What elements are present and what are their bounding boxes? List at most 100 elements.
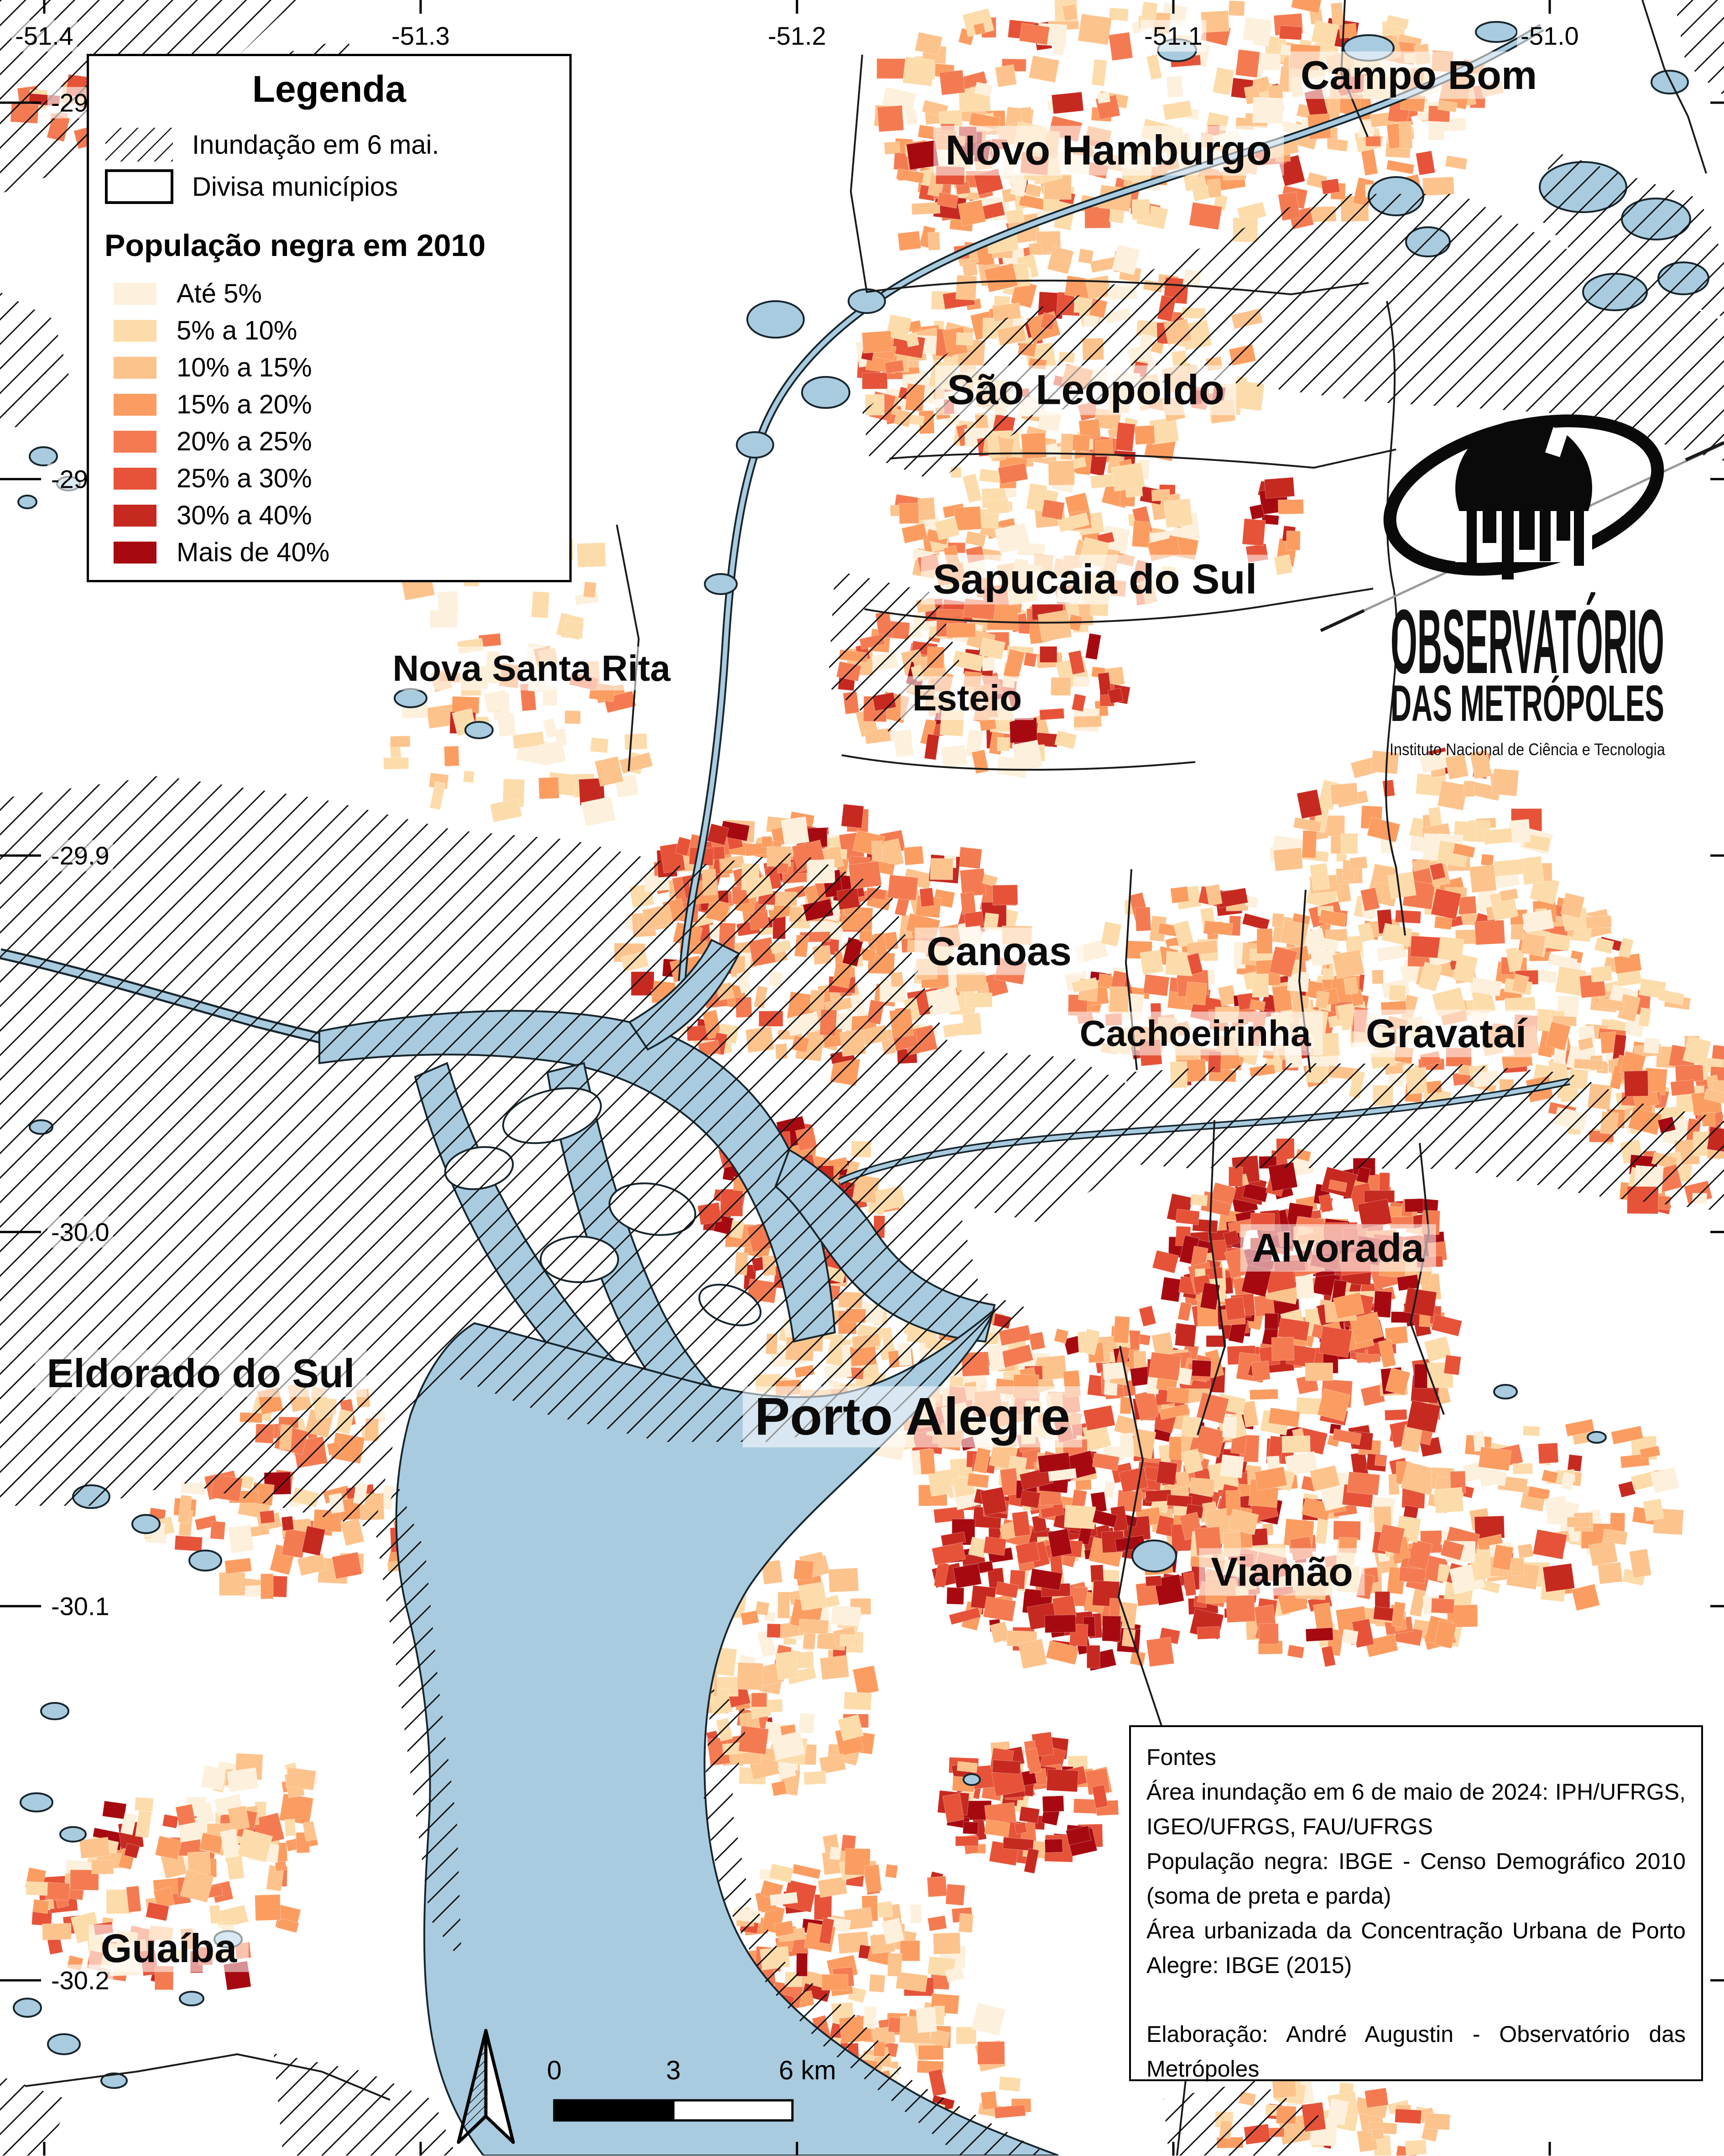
census-tract (941, 744, 968, 768)
legend-class-swatch (114, 430, 156, 453)
census-tract (1387, 871, 1417, 899)
census-tract (914, 31, 943, 56)
city-label-sao-leopoldo: São Leopoldo (935, 365, 1237, 415)
city-label-canoas: Canoas (915, 927, 1083, 976)
census-tract (1251, 973, 1269, 997)
legend-class-list: Até 5% 5% a 10% 10% a 15% 15% a 20% 20% a 25… (104, 275, 554, 571)
census-tract (1437, 936, 1464, 962)
census-tract (1545, 1021, 1571, 1051)
census-tract (1014, 1822, 1027, 1835)
census-tract (1522, 1425, 1540, 1436)
census-tract (1235, 49, 1260, 78)
census-tract (209, 1905, 222, 1924)
census-tract (1175, 1209, 1200, 1226)
census-tract (896, 168, 925, 184)
sources-line: Fontes (1146, 1744, 1216, 1770)
census-tract (1062, 4, 1078, 21)
census-tract (1291, 0, 1323, 14)
census-tract (1522, 909, 1554, 933)
legend-item-flood: Inundação em 6 mai. (104, 124, 554, 166)
census-tract (1434, 916, 1453, 930)
census-tract (1091, 59, 1107, 87)
census-tract (1428, 120, 1445, 141)
logo-line2: DAS METRÓPOLES (1391, 675, 1664, 732)
census-tract (1057, 512, 1090, 532)
census-tract (1146, 1636, 1175, 1667)
census-tract (911, 202, 941, 215)
census-tract (1021, 432, 1047, 459)
census-tract (973, 22, 986, 36)
census-tract (1433, 1487, 1464, 1514)
census-tract (1657, 989, 1685, 1006)
census-tract (1314, 936, 1339, 952)
census-tract (126, 1885, 141, 1913)
census-tract (590, 737, 609, 753)
census-tract (1537, 1442, 1559, 1464)
census-tract (957, 199, 986, 227)
census-tract (1044, 1614, 1076, 1633)
legend-class-label: 10% a 15% (177, 353, 312, 382)
census-tract (958, 1913, 974, 1933)
census-tract (927, 1915, 948, 1932)
census-tract (1391, 1311, 1413, 1323)
census-tract (1469, 864, 1497, 893)
census-tract (751, 1692, 767, 1707)
census-tract (250, 1524, 270, 1537)
census-tract (390, 735, 411, 748)
census-tract (42, 1923, 72, 1941)
census-tract (624, 733, 648, 750)
census-tract (1156, 1461, 1178, 1486)
census-tract (1005, 209, 1025, 224)
census-tract (1711, 1044, 1724, 1060)
census-tract (1162, 100, 1193, 120)
census-tract (1026, 483, 1048, 512)
census-tract (1130, 1428, 1156, 1459)
census-tract (910, 1904, 922, 1924)
census-tract (1071, 693, 1086, 712)
sources-box: Fontes Área inundação em 6 de maio de 202… (1129, 1725, 1703, 2082)
census-tract (885, 314, 912, 341)
census-tract (1073, 715, 1102, 728)
city-label-alvorada: Alvorada (1240, 1224, 1436, 1272)
census-tract (1073, 676, 1090, 688)
legend-class-label: 30% a 40% (177, 501, 312, 530)
census-tract (971, 749, 989, 774)
census-tract (1140, 949, 1164, 975)
census-tract (1315, 990, 1330, 1009)
census-tract (869, 1974, 885, 1993)
census-tract (1431, 1314, 1463, 1337)
legend-class-label: 25% a 30% (177, 464, 312, 493)
census-tract (1542, 1563, 1575, 1592)
legend-item-boundary: Divisa municípios (104, 166, 554, 208)
city-label-cachoeirinha: Cachoeirinha (1068, 1012, 1323, 1055)
census-tract (79, 1837, 110, 1859)
census-tract (1643, 1037, 1660, 1054)
census-tract (1560, 893, 1585, 919)
census-tract (761, 836, 773, 848)
census-tract (937, 192, 959, 209)
census-tract (927, 1876, 948, 1897)
census-tract (934, 517, 960, 541)
census-tract (1382, 779, 1396, 797)
census-tract (1643, 1498, 1664, 1522)
census-tract (1166, 1387, 1190, 1404)
census-tract (1385, 15, 1409, 30)
census-tract (1371, 2128, 1385, 2140)
census-tract (798, 1712, 815, 1734)
census-tract (1224, 1296, 1246, 1321)
census-tract (964, 729, 984, 758)
census-tract (1189, 175, 1210, 202)
census-tract (1054, 730, 1078, 750)
census-tract (429, 610, 458, 628)
census-tract (1097, 672, 1112, 696)
census-tract (226, 1767, 259, 1793)
census-tract (1571, 1583, 1600, 1611)
census-tract (1042, 1795, 1064, 1812)
legend-item-label: Divisa municípios (192, 172, 398, 202)
census-tract (162, 1814, 179, 1829)
census-tract (135, 1810, 152, 1838)
census-tract (1163, 498, 1193, 528)
census-tract (977, 2041, 1005, 2065)
census-tract (953, 506, 982, 531)
